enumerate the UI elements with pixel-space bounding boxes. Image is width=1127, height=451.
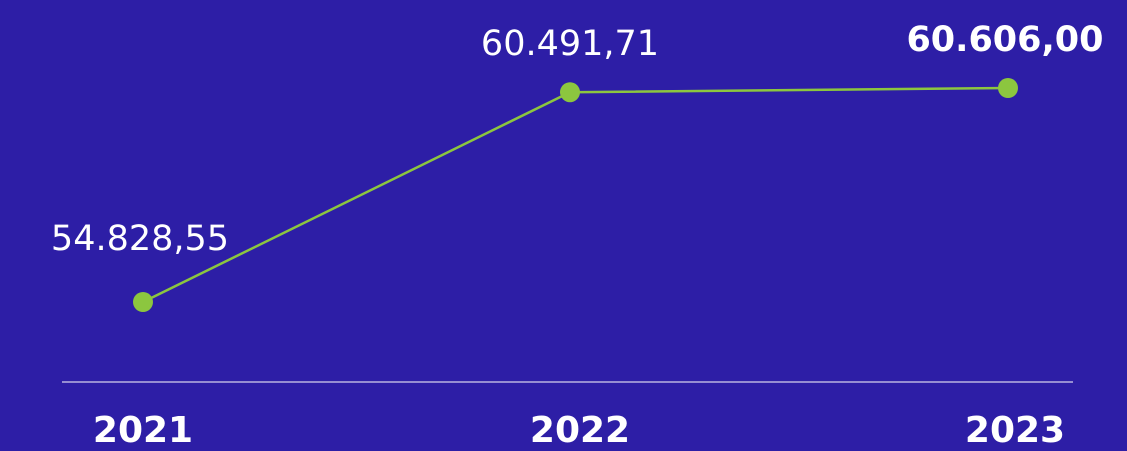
x-tick-label: 2022 xyxy=(530,410,630,451)
x-tick-label: 2023 xyxy=(965,410,1065,451)
point xyxy=(133,292,153,312)
value-label: 60.491,71 xyxy=(481,24,659,64)
point xyxy=(998,78,1018,98)
point xyxy=(560,82,580,103)
x-tick-label: 2021 xyxy=(93,410,193,451)
value-label: 54.828,55 xyxy=(51,219,229,259)
value-label: 60.606,00 xyxy=(906,20,1103,60)
